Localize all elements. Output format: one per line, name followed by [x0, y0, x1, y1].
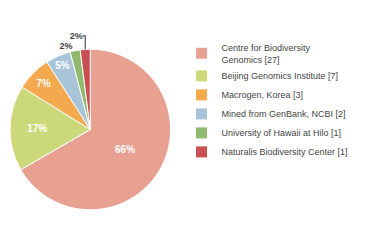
- svg-text:66%: 66%: [115, 144, 135, 155]
- svg-text:Macrogen, Korea [3]: Macrogen, Korea [3]: [222, 90, 304, 100]
- svg-text:Beijing Genomics Institute [7]: Beijing Genomics Institute [7]: [222, 71, 339, 81]
- svg-text:17%: 17%: [27, 123, 47, 134]
- svg-text:Mined from GenBank, NCBI [2]: Mined from GenBank, NCBI [2]: [222, 109, 346, 119]
- svg-text:5%: 5%: [55, 60, 70, 71]
- svg-text:7%: 7%: [36, 78, 51, 89]
- svg-text:University of Hawaii at Hilo [: University of Hawaii at Hilo [1]: [222, 128, 342, 138]
- svg-text:Naturalis Biodiversity Center: Naturalis Biodiversity Center [1]: [222, 147, 348, 157]
- svg-text:Centre for BiodiversityGenomic: Centre for BiodiversityGenomics [27]: [222, 43, 311, 65]
- svg-text:2%: 2%: [60, 41, 73, 51]
- svg-text:2%: 2%: [70, 31, 83, 41]
